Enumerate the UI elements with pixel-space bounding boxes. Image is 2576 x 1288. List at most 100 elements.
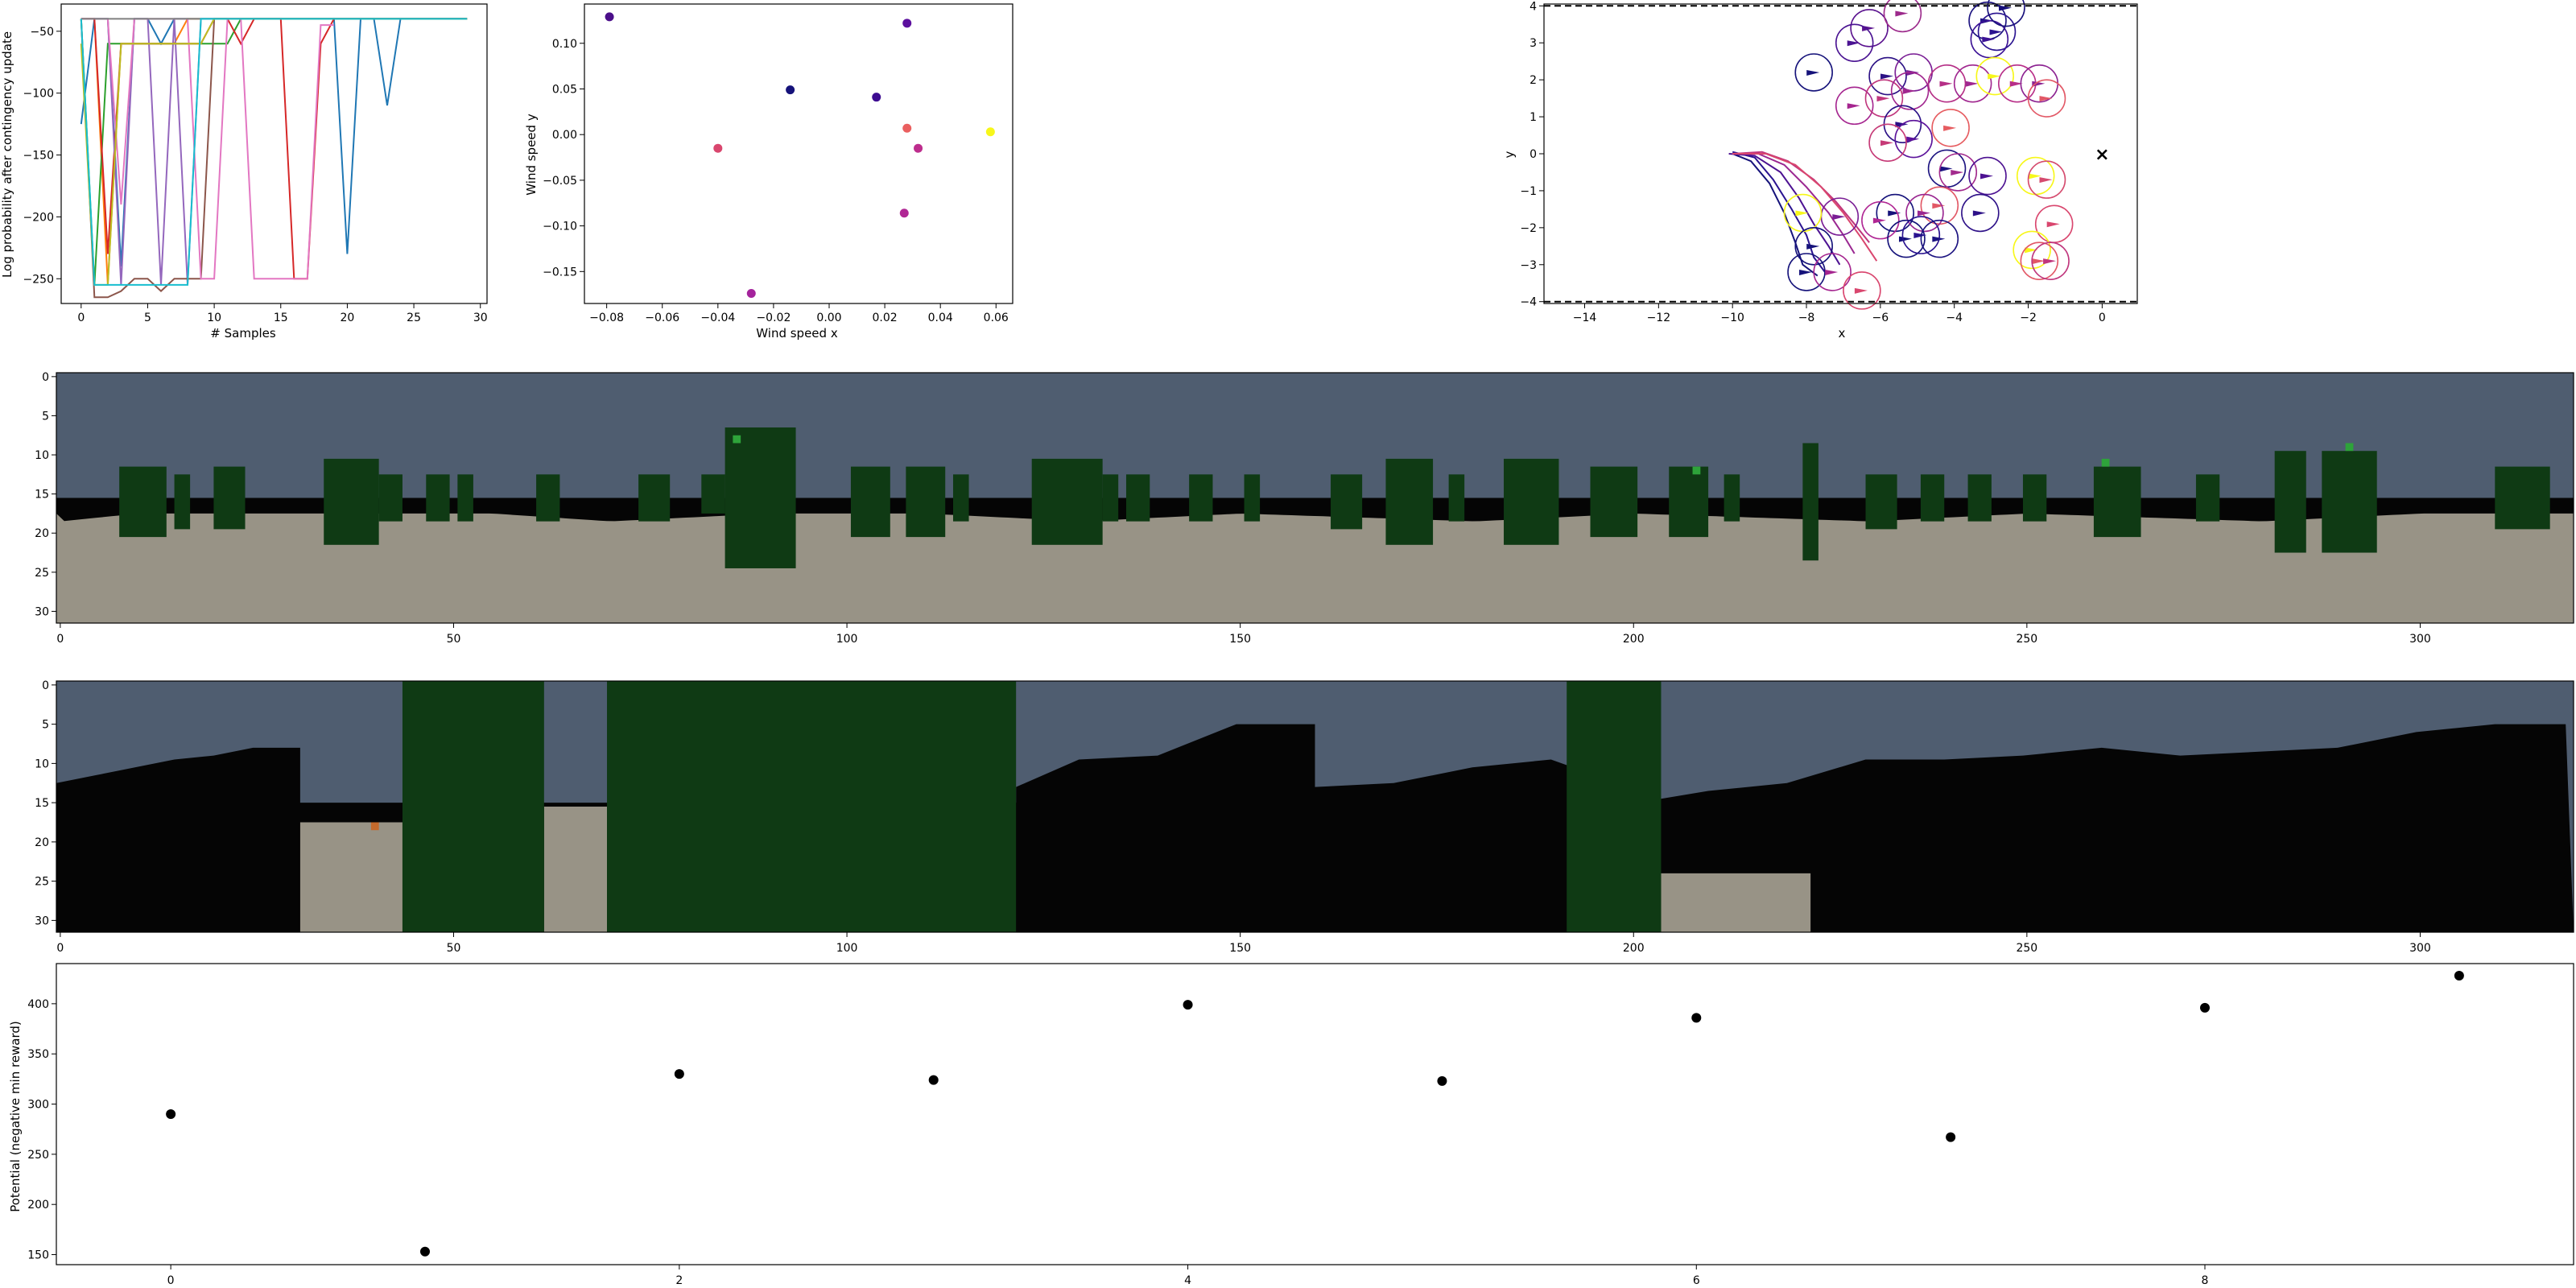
logprob-frame	[60, 3, 488, 304]
traj-obstacle-heading	[1932, 236, 1946, 242]
traj-ytick-label: 2	[1530, 74, 1537, 87]
traj-obstacle-heading	[2039, 177, 2053, 184]
traj-obstacle-heading	[1825, 269, 1839, 275]
terrain1-tree-marker	[733, 435, 741, 444]
potential-point	[674, 1069, 684, 1080]
wind-speed-axes: −0.08 −0.06 −0.04 −0.02 0.00 0.02 0.04 0.06 −0.1…	[543, 3, 1013, 324]
traj-obstacle-circle	[1975, 56, 2014, 96]
potential-point	[166, 1109, 176, 1119]
potential-xtick-label: 0	[167, 1274, 175, 1287]
terrain2-ytick-label: 0	[42, 679, 49, 692]
traj-xtick-label: 0	[2099, 312, 2106, 324]
logprob-xtick-label: 0	[77, 312, 85, 324]
traj-obstacle-heading	[1998, 5, 2012, 11]
traj-obstacle-circle	[1931, 109, 1970, 147]
wind-frame	[584, 3, 1013, 304]
terrain1-tree	[1102, 474, 1119, 522]
terrain1-ytick-label: 0	[42, 371, 49, 384]
wind-ytick-label: 0.05	[552, 83, 577, 96]
traj-obstacle-circle	[1868, 56, 1907, 96]
traj-ytick-label: 0	[1530, 148, 1537, 161]
logprob-xtick-label: 20	[341, 312, 355, 324]
logprob-xtick-label: 5	[144, 312, 151, 324]
terrain1-ytick-label: 10	[35, 449, 49, 462]
terrain1-tree	[1802, 443, 1818, 561]
terrain1-tree	[1504, 458, 1559, 545]
logprob-series-line	[80, 18, 468, 285]
traj-obstacle-heading	[1932, 203, 1946, 209]
potential-point	[419, 1246, 430, 1257]
terrain1-tree	[2322, 451, 2377, 553]
potential-point	[1437, 1075, 1447, 1086]
traj-obstacle-heading	[2032, 258, 2046, 265]
terrain1-ytick-label: 30	[35, 605, 49, 618]
traj-obstacle-heading	[1847, 40, 1860, 47]
traj-obstacle-circle	[1938, 153, 1978, 192]
terrain1-tree	[1590, 466, 1638, 538]
potential-point	[1691, 1013, 1702, 1023]
terrain2-tree	[402, 681, 544, 932]
wind-ytick-label: −0.05	[543, 175, 577, 188]
traj-ytick-label: 1	[1530, 111, 1537, 124]
terrain2-ytick-label: 10	[35, 758, 49, 770]
potential-ytick-label: 200	[27, 1199, 49, 1212]
traj-obstacle-circle	[1794, 53, 1833, 92]
terrain1-tree	[1865, 474, 1897, 530]
traj-xtick-label: −2	[2020, 312, 2037, 324]
potential-ytick-label: 400	[27, 998, 49, 1011]
wind-xtick-label: −0.08	[589, 312, 624, 324]
traj-obstacle-heading	[1806, 243, 1820, 250]
traj-ytick-label: −3	[1520, 259, 1537, 272]
traj-ytick-label: −1	[1520, 185, 1537, 198]
traj-obstacle-circle	[1977, 12, 2017, 52]
traj-xlabel: x	[1839, 326, 1846, 341]
traj-obstacle-heading	[1939, 80, 1953, 87]
wind-point	[605, 12, 614, 22]
traj-path-line	[1732, 153, 1878, 262]
terrain1-tree	[2093, 466, 2141, 538]
potential-ytick-label: 300	[27, 1099, 49, 1112]
terrain1-tree	[174, 474, 191, 530]
terrain1-tree	[1724, 474, 1740, 522]
traj-obstacle-circle	[1843, 271, 1881, 310]
terrain2-ytick-label: 25	[35, 876, 49, 889]
terrain2-marker	[370, 822, 379, 831]
traj-obstacle-heading	[1847, 103, 1860, 109]
terrain1-tree	[457, 474, 473, 522]
terrain2-ground	[543, 807, 608, 932]
traj-obstacle-circle	[1953, 64, 1992, 103]
terrain1-ytick-label: 25	[35, 567, 49, 580]
logprob-series-line	[80, 18, 468, 285]
traj-obstacle-heading	[1876, 96, 1890, 102]
terrain1-tree-marker	[2345, 443, 2354, 452]
traj-obstacle-heading	[2009, 80, 2023, 87]
traj-obstacle-circle	[1883, 0, 1922, 33]
terrain1-tree	[906, 466, 946, 538]
terrain1-tree	[952, 474, 969, 522]
logprob-ytick-label: −200	[23, 211, 54, 224]
terrain1-tree	[119, 466, 167, 538]
wind-ytick-label: −0.15	[543, 266, 577, 279]
traj-obstacle-circle	[2027, 160, 2066, 199]
terrain2-ytick-label: 30	[35, 914, 49, 927]
traj-obstacle-circle	[1835, 23, 1874, 62]
traj-obstacle-circle	[1970, 19, 2009, 59]
terrain1-xtick-label: 300	[2409, 633, 2431, 646]
terrain1-tree	[701, 474, 725, 514]
potential-ylabel: Potential (negative min reward)	[8, 1021, 23, 1212]
traj-obstacle-heading	[1854, 287, 1868, 294]
logprob-series-line	[80, 18, 468, 285]
traj-obstacle-heading	[1895, 10, 1909, 17]
traj-obstacle-heading	[1982, 36, 1996, 43]
traj-obstacle-heading	[1965, 80, 1979, 87]
terrain2-xtick-label: 300	[2409, 942, 2431, 955]
wind-point	[902, 123, 912, 133]
terrain1-xtick-label: 50	[447, 633, 461, 646]
terrain2-ytick-label: 15	[35, 797, 49, 810]
traj-xtick-label: −12	[1647, 312, 1671, 324]
traj-obstacle-circle	[1905, 193, 1944, 233]
wind-ytick-label: 0.00	[552, 129, 577, 142]
log-prob-axes: 0 5 10 15 20 25 30 −250 −200 −150 −100 −50	[23, 3, 488, 324]
traj-obstacle-heading	[1913, 233, 1927, 239]
